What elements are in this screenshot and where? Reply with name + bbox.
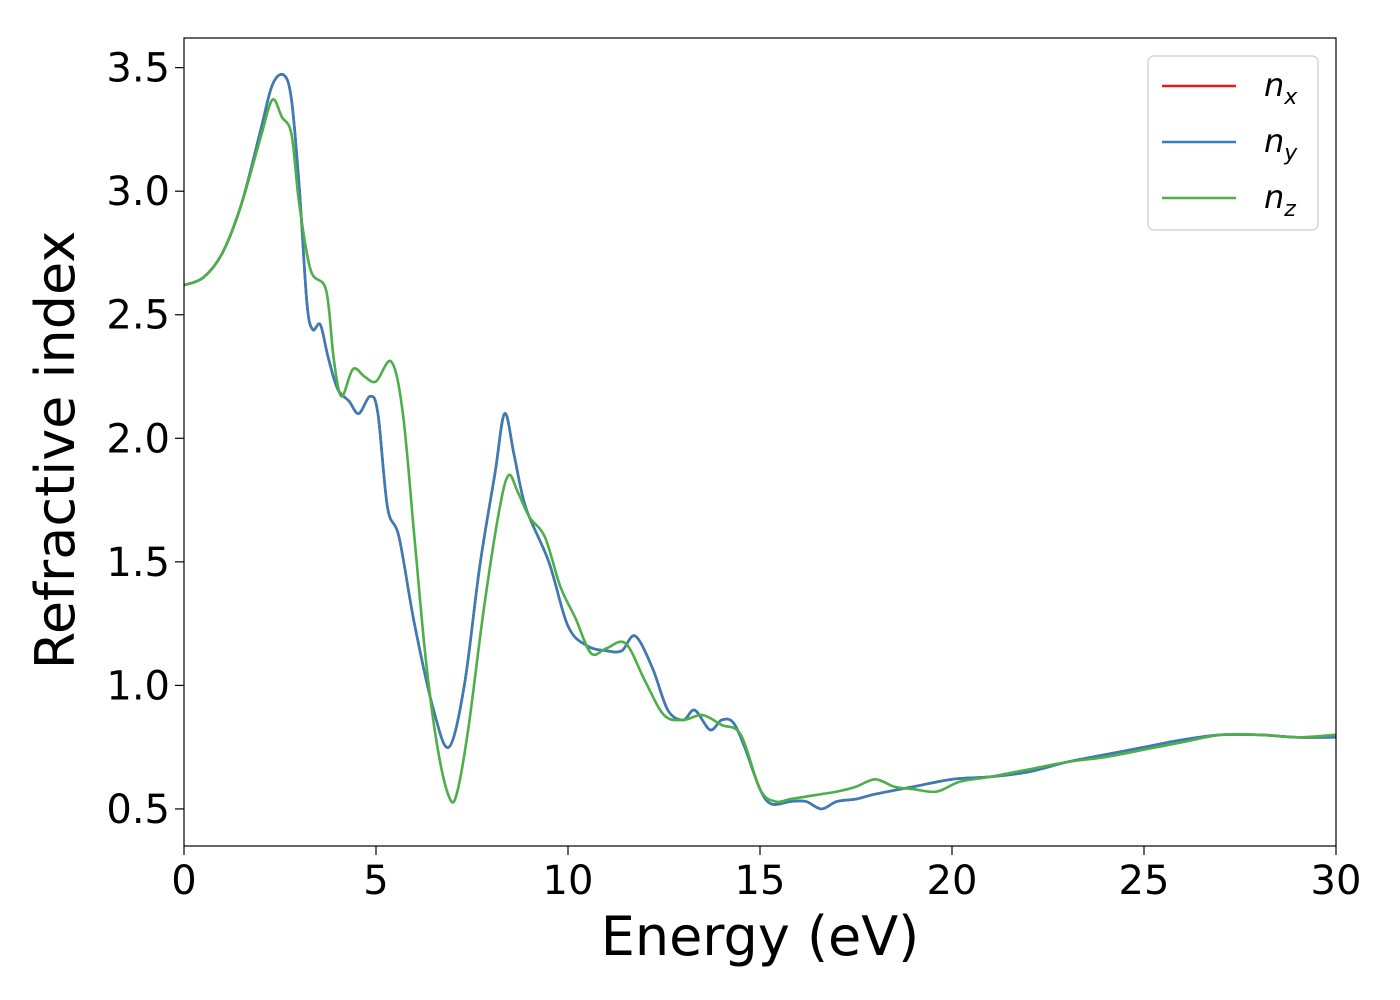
y-tick-label: 2.5: [106, 293, 170, 339]
series-line-ny: [183, 72, 1337, 811]
legend-label-subscript: x: [1283, 85, 1298, 110]
x-tick-label: 15: [735, 858, 786, 904]
legend-label-subscript: z: [1283, 197, 1296, 222]
x-tick-label: 10: [543, 858, 594, 904]
y-tick-label: 1.0: [106, 663, 170, 709]
y-axis-label: Refractive index: [24, 231, 87, 670]
y-tick-label: 1.5: [106, 540, 170, 586]
x-tick-label: 20: [927, 858, 978, 904]
y-axis-ticks: 0.5 1.0 1.5 2.0 2.5 3.0 3.5: [106, 46, 184, 833]
x-tick-label: 0: [171, 858, 196, 904]
legend-label-main: n: [1264, 122, 1284, 160]
legend-label-subscript: y: [1283, 141, 1298, 166]
legend-label-main: n: [1264, 178, 1284, 216]
y-tick-label: 3.0: [106, 169, 170, 215]
y-tick-label: 3.5: [106, 46, 170, 92]
y-tick-label: 0.5: [106, 787, 170, 833]
legend-label-main: n: [1264, 66, 1284, 104]
y-tick-label: 2.0: [106, 416, 170, 462]
legend-label-nz: nz: [1264, 178, 1296, 222]
series-line-nz: [183, 98, 1337, 804]
x-tick-label: 25: [1119, 858, 1170, 904]
legend-label-nx: nx: [1264, 66, 1298, 110]
x-axis-ticks: 0 5 10 15 20 25 30: [171, 846, 1361, 904]
x-axis-label: Energy (eV): [601, 905, 920, 968]
legend-label-ny: ny: [1264, 122, 1298, 166]
series-lines: [183, 72, 1337, 811]
plot-frame: [183, 37, 1337, 847]
x-tick-label: 30: [1311, 858, 1362, 904]
x-tick-label: 5: [363, 858, 388, 904]
